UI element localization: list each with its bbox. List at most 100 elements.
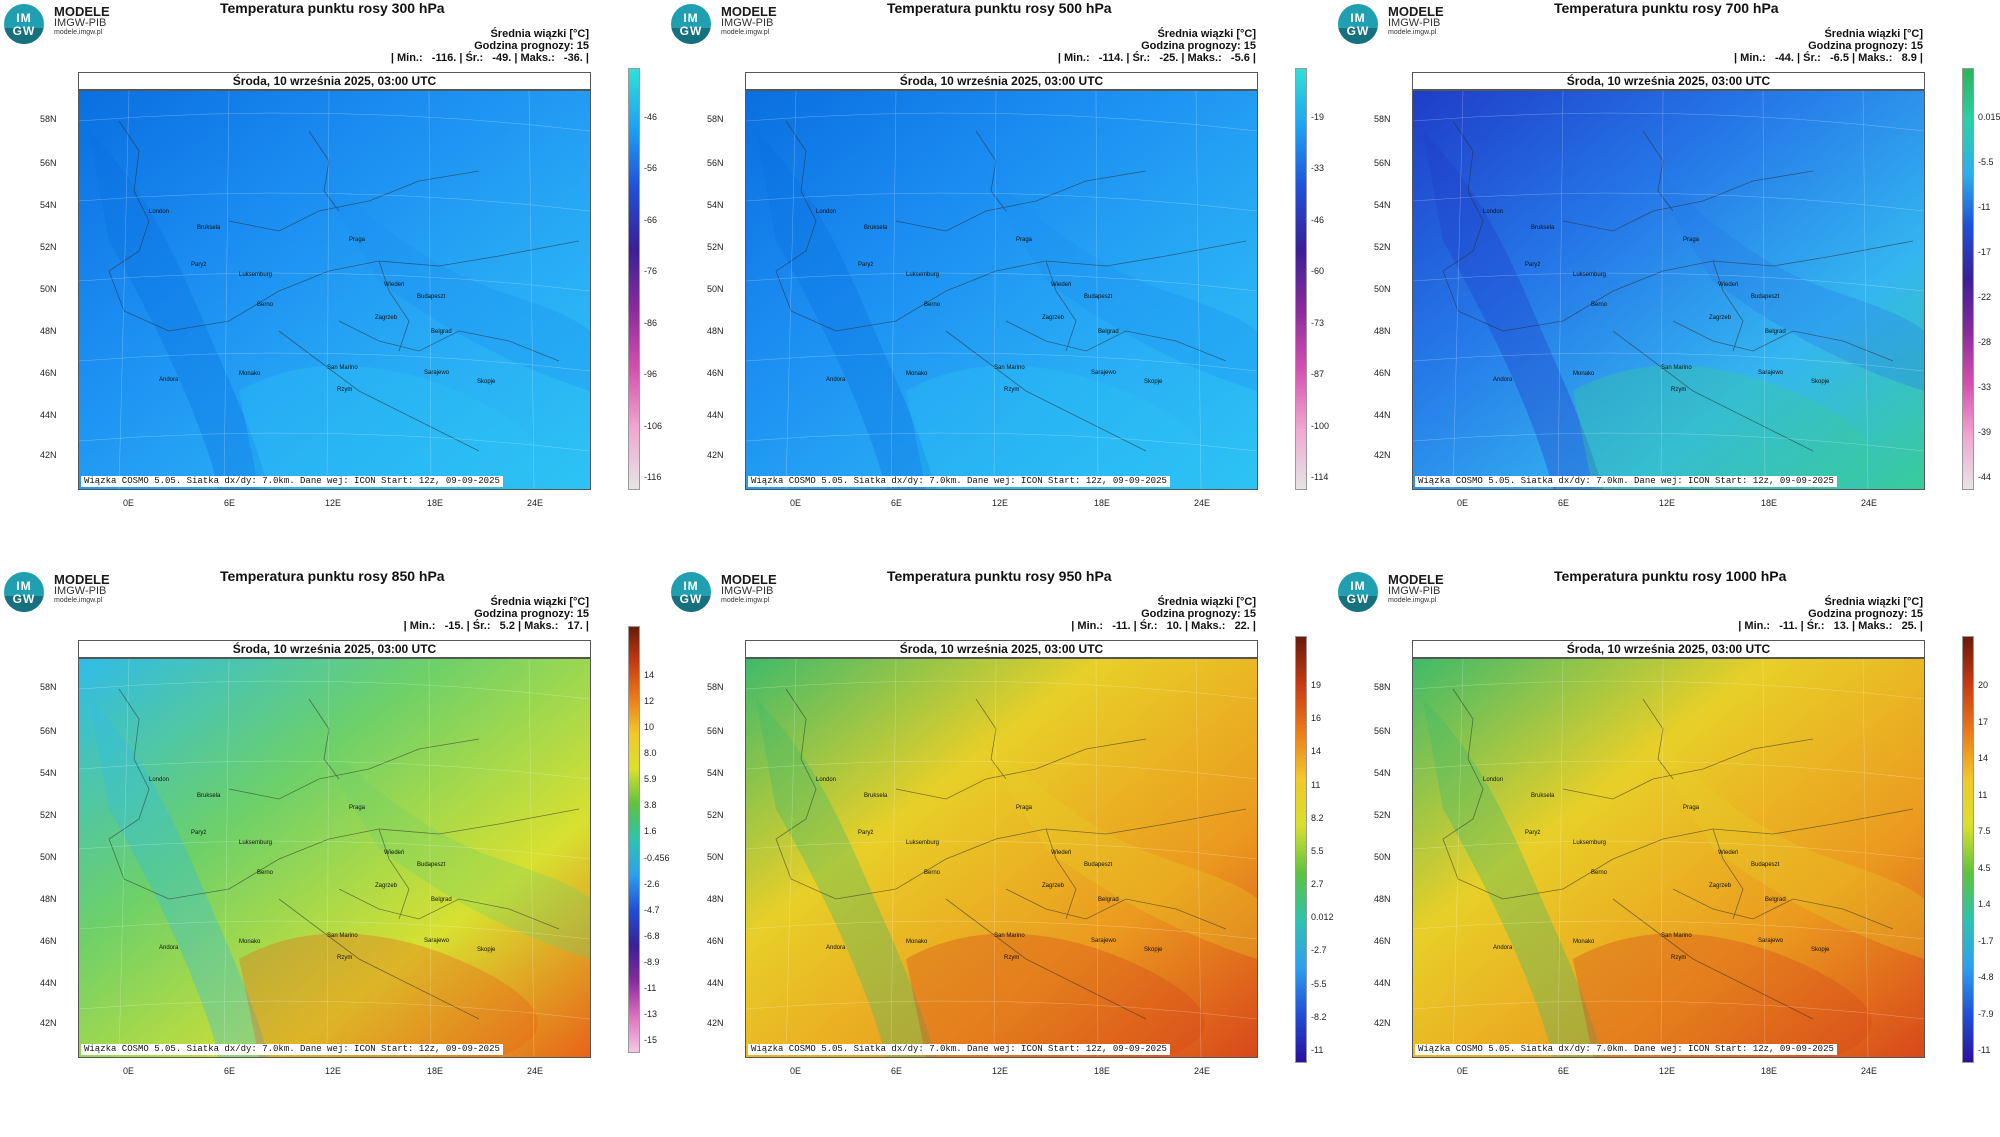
city-label: London [1483,777,1503,783]
colorbar-tick: -66 [644,214,658,225]
colorbar-tick: 3.8 [644,800,657,811]
colorbar-tick: -5.5 [1311,978,1327,989]
brand-url: modele.imgw.pl [1388,597,1437,604]
valid-date: Środa, 10 września 2025, 03:00 UTC [745,640,1258,658]
colorbar-tick: 20 [1978,680,1989,690]
lat-label: 58N [1374,682,1391,692]
forecast-hour: Godzina prognozy: 15 [474,40,589,52]
lon-label: 24E [1194,498,1211,508]
colorbar-tick: -13 [644,1008,658,1019]
city-label: Luksemburg [906,840,939,846]
city-label: Belgrad [431,897,452,903]
colorbar [628,68,640,490]
dewpoint-map[interactable]: London Bruksela Paryż Luksemburg Praga Wiedeń… [745,658,1258,1058]
brand-name: MODELE [721,4,777,19]
dewpoint-map[interactable]: London Bruksela Paryż Luksemburg Praga Wiedeń… [1412,658,1925,1058]
lat-label: 58N [707,114,724,124]
city-label: Monako [906,939,928,945]
valid-date: Środa, 10 września 2025, 03:00 UTC [78,640,591,658]
city-label: Luksemburg [239,272,272,278]
city-label: Zagrzeb [1709,883,1732,889]
lat-label: 46N [40,936,57,946]
forecast-panel: IM GW MODELE IMGW-PIB modele.imgw.pl Temperat… [667,0,1334,568]
city-label: Budapeszt [1084,294,1113,300]
city-label: Wiedeń [1718,850,1738,856]
colorbar [1295,68,1307,490]
lat-label: 58N [1374,114,1391,124]
lat-label: 48N [40,326,57,336]
city-label: Sarajewo [424,370,450,376]
lon-label: 6E [224,1066,236,1076]
colorbar-tick: 4.5 [1978,862,1991,873]
lat-label: 48N [1374,326,1391,336]
colorbar-tick: 5.9 [644,774,657,785]
panel-title: Temperatura punktu rosy 700 hPa [1554,0,1779,16]
lon-label: 6E [224,498,236,508]
lon-label: 12E [325,1066,342,1076]
lat-label: 48N [1374,894,1391,904]
colorbar-tick: 17 [1978,716,1989,727]
city-label: Berno [924,302,941,308]
colorbar-tick: -28 [1978,337,1992,347]
colorbar-tick: -56 [644,163,658,174]
city-label: Budapeszt [417,862,446,868]
city-label: Andora [1493,377,1513,383]
lon-label: 24E [1861,1066,1878,1076]
colorbar-tick: -11 [1311,1045,1324,1055]
city-label: Skopje [477,379,496,385]
lon-label: 0E [1457,498,1469,508]
city-label: Paryż [858,262,873,268]
colorbar-tick: -106 [644,420,663,431]
brand-url: modele.imgw.pl [54,597,103,604]
lon-label: 6E [1558,498,1570,508]
lat-label: 46N [707,368,724,378]
city-label: Zagrzeb [1042,315,1065,321]
lat-label: 48N [40,894,57,904]
city-label: Monako [239,371,261,377]
city-label: Bruksela [197,793,221,799]
lon-label: 0E [123,1066,135,1076]
logo-text: IM GW [679,11,703,38]
forecast-panel: IM GW MODELE IMGW-PIB modele.imgw.pl Temperat… [667,568,1334,1136]
city-label: Belgrad [1765,329,1786,335]
model-info: Wiązka COSMO 5.05. Siatka dx/dy: 7.0km. … [1415,1044,1837,1055]
lat-label: 48N [707,894,724,904]
city-label: San Marino [327,933,358,939]
city-label: Belgrad [1765,897,1786,903]
lat-label: 50N [1374,284,1391,294]
dewpoint-map[interactable]: London Bruksela Paryż Luksemburg Praga Wiedeń… [78,90,591,490]
colorbar-tick: -114 [1311,472,1329,482]
lon-label: 24E [1194,1066,1211,1076]
lat-label: 50N [1374,852,1391,862]
dewpoint-map[interactable]: London Bruksela Paryż Luksemburg Praga Wiedeń… [1412,90,1925,490]
lat-label: 42N [1374,1018,1391,1028]
city-label: San Marino [1661,365,1692,371]
city-label: Paryż [191,262,206,268]
dewpoint-map[interactable]: London Bruksela Paryż Luksemburg Praga Wiedeń… [78,658,591,1058]
brand-url: modele.imgw.pl [721,597,770,604]
city-label: Luksemburg [906,272,939,278]
panel-title: Temperatura punktu rosy 500 hPa [887,0,1112,16]
colorbar-tick: -4.7 [644,904,660,915]
lat-label: 56N [1374,726,1391,736]
brand-org: IMGW-PIB [1388,585,1441,597]
lon-label: 18E [1761,498,1778,508]
model-info: Wiązka COSMO 5.05. Siatka dx/dy: 7.0km. … [81,1044,503,1055]
brand-url: modele.imgw.pl [721,29,770,36]
city-label: Belgrad [431,329,452,335]
city-label: Skopje [1811,379,1830,385]
city-label: Monako [906,371,928,377]
stats-line: | Min.: -44. | Śr.: -6.5 | Maks.: 8.9 | [1734,52,1923,64]
lat-label: 52N [40,242,57,252]
lat-label: 50N [40,284,57,294]
lat-label: 56N [707,158,724,168]
model-info: Wiązka COSMO 5.05. Siatka dx/dy: 7.0km. … [81,476,503,487]
dewpoint-map[interactable]: London Bruksela Paryż Luksemburg Praga Wiedeń… [745,90,1258,490]
colorbar-tick: -96 [644,369,658,380]
colorbar-tick: -33 [1978,382,1992,392]
forecast-hour: Godzina prognozy: 15 [1141,608,1256,620]
city-label: Berno [257,302,274,308]
lat-label: 52N [40,810,57,820]
lon-label: 18E [1094,1066,1111,1076]
model-info: Wiązka COSMO 5.05. Siatka dx/dy: 7.0km. … [748,476,1170,487]
